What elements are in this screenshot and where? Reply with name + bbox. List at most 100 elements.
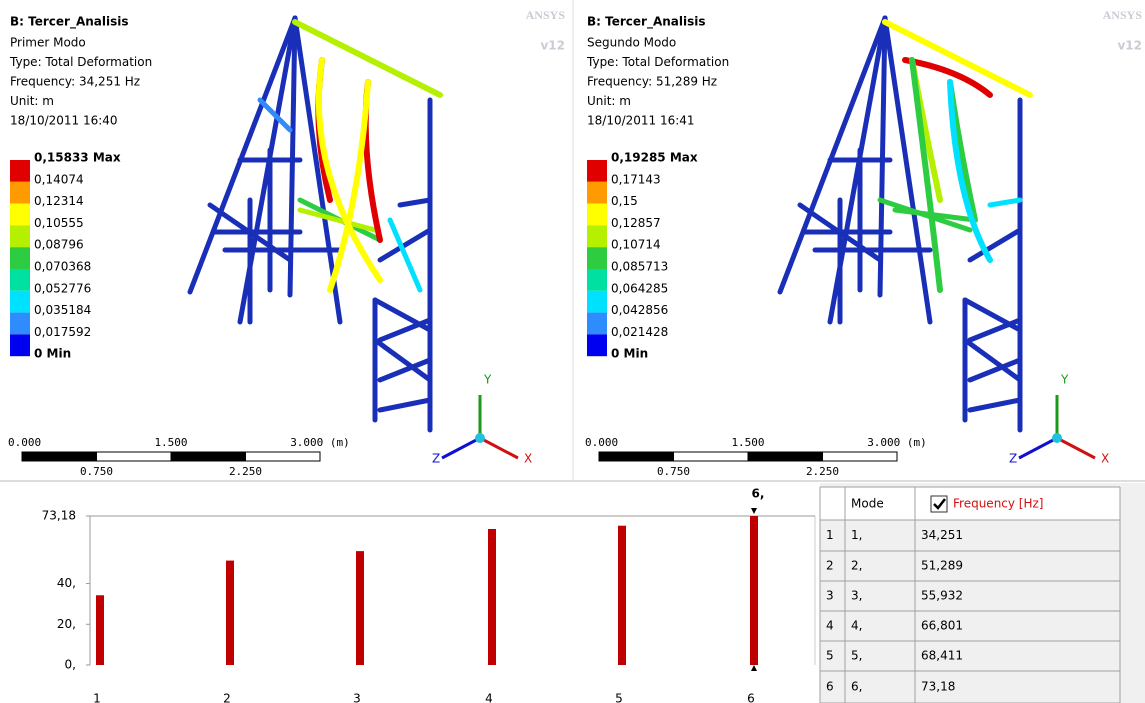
table-cell: 55,932 [921, 589, 963, 603]
legend-swatch [587, 247, 607, 269]
view-info: Primer Modo [10, 36, 86, 50]
scale-segment [246, 452, 321, 461]
legend-swatch [10, 225, 30, 247]
x-tick-label: 4 [485, 692, 493, 703]
legend-swatch [10, 182, 30, 204]
axis-label: Y [1060, 373, 1069, 387]
scale-segment [748, 452, 823, 461]
table-cell: 5 [826, 649, 834, 663]
legend-swatch [587, 334, 607, 356]
axis-label: Y [483, 373, 492, 387]
view-info: Type: Total Deformation [9, 55, 152, 69]
table-cell: 5, [851, 649, 862, 663]
y-tick-label: 40, [57, 576, 76, 590]
axis-label: Z [432, 452, 440, 466]
legend-swatch [587, 269, 607, 291]
legend-label: 0,017592 [34, 325, 91, 339]
table-cell: 1 [826, 528, 834, 542]
x-tick-label: 3 [353, 692, 361, 703]
y-tick-label: 0, [65, 658, 76, 672]
view-info: 18/10/2011 16:41 [587, 114, 695, 128]
legend-label: 0,15 [611, 194, 638, 208]
scale-label: 3.000 (m) [290, 436, 350, 449]
scale-label: 0.000 [8, 436, 41, 449]
column-header: Frequency [Hz] [953, 497, 1044, 511]
legend-label: 0,17143 [611, 172, 661, 186]
bar [356, 551, 364, 665]
table-cell: 4, [851, 619, 862, 633]
scale-segment [22, 452, 97, 461]
table-cell: 3 [826, 589, 834, 603]
legend-label: 0,10555 [34, 216, 84, 230]
legend-swatch [587, 160, 607, 182]
legend-swatch [10, 269, 30, 291]
x-tick-label: 6 [747, 692, 755, 703]
table-cell: 34,251 [921, 528, 963, 542]
scale-segment [674, 452, 749, 461]
bar [488, 529, 496, 665]
legend-label: 0,035184 [34, 303, 91, 317]
page: B: Tercer_Analisis Primer Modo Type: Total… [0, 0, 1145, 703]
y-tick-label: 20, [57, 617, 76, 631]
legend-label: 0 Min [34, 347, 71, 361]
screen: B: Tercer_Analisis Primer Modo Type: Total… [0, 0, 1145, 703]
column-header: Mode [851, 497, 884, 511]
scale-label: 1.500 [731, 436, 764, 449]
table-cell: 73,18 [921, 680, 955, 694]
legend-swatch [10, 313, 30, 335]
view-info: Frequency: 51,289 Hz [587, 75, 717, 89]
scale-label: 1.500 [154, 436, 187, 449]
scale-label: 3.000 (m) [867, 436, 927, 449]
legend-swatch [10, 291, 30, 313]
legend-label: 0,085713 [611, 260, 668, 274]
legend-label: 0,052776 [34, 281, 91, 295]
scale-label: 2.250 [806, 465, 839, 478]
legend-swatch [587, 204, 607, 226]
legend-swatch [587, 225, 607, 247]
legend-label: 0,12314 [34, 194, 84, 208]
x-tick-label: 1 [93, 692, 101, 703]
logo-version: v12 [1117, 39, 1142, 53]
axis-label: X [524, 452, 532, 466]
legend-label: 0,070368 [34, 260, 91, 274]
bar [618, 526, 626, 665]
table-cell: 66,801 [921, 619, 963, 633]
table-cell: 6 [826, 680, 834, 694]
axis-label: X [1101, 452, 1109, 466]
axis-label: Z [1009, 452, 1017, 466]
table-cell: 1, [851, 528, 862, 542]
logo-version: v12 [540, 39, 565, 53]
legend-swatch [587, 182, 607, 204]
legend-label: 0,021428 [611, 325, 668, 339]
view-info: Unit: m [587, 94, 631, 108]
scale-segment [599, 452, 674, 461]
legend-label: 0,10714 [611, 238, 661, 252]
scale-segment [171, 452, 246, 461]
legend-swatch [10, 334, 30, 356]
legend-label: 0,19285 Max [611, 151, 698, 165]
scale-label: 0.750 [657, 465, 690, 478]
table-cell: 2 [826, 559, 834, 573]
view-info: Segundo Modo [587, 36, 676, 50]
view-info: 18/10/2011 16:40 [10, 114, 118, 128]
checkbox[interactable] [931, 496, 947, 512]
logo: ANSYS [526, 8, 566, 22]
view-info: Type: Total Deformation [586, 55, 729, 69]
table-cell: 4 [826, 619, 834, 633]
view-title: B: Tercer_Analisis [10, 15, 129, 30]
table-cell: 68,411 [921, 649, 963, 663]
legend-label: 0,14074 [34, 172, 84, 186]
scale-segment [823, 452, 898, 461]
legend-label: 0,042856 [611, 303, 668, 317]
table-cell: 6, [851, 680, 862, 694]
scale-segment [97, 452, 172, 461]
legend-swatch [587, 291, 607, 313]
legend-label: 0,15833 Max [34, 151, 121, 165]
legend-label: 0,08796 [34, 238, 84, 252]
y-tick-label: 73,18 [42, 509, 76, 523]
legend-swatch [10, 247, 30, 269]
legend-swatch [10, 204, 30, 226]
bar [226, 561, 234, 665]
view-info: Unit: m [10, 94, 54, 108]
x-tick-label: 2 [223, 692, 231, 703]
